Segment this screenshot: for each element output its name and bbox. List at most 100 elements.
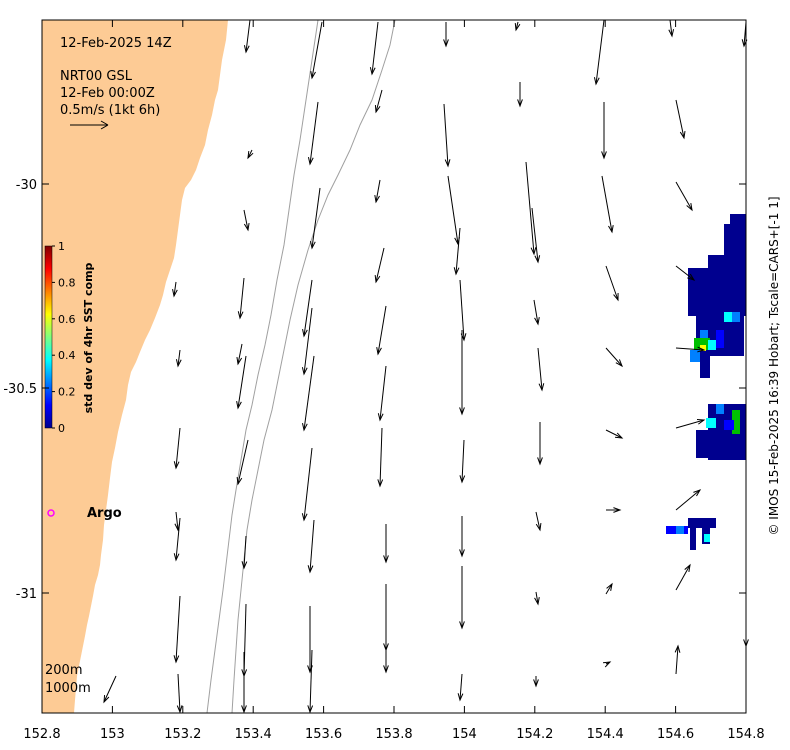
current-vector-head [697, 346, 706, 353]
sst-pixel [716, 404, 724, 414]
current-vector-head [696, 419, 706, 425]
current-vector-head [369, 67, 376, 76]
x-tick-label: 153.2 [164, 727, 201, 742]
current-vector-head [173, 461, 180, 470]
current-vector-head [236, 476, 243, 486]
y-tick-label: -31 [16, 587, 37, 602]
current-vector [459, 279, 465, 341]
current-vector [375, 89, 383, 113]
current-vector [247, 149, 253, 159]
colorbar-tick-label: 1 [58, 240, 65, 253]
current-vectors [103, 19, 749, 714]
current-vector [303, 307, 313, 375]
current-vector-head [538, 383, 545, 392]
sst-pixel [716, 330, 724, 340]
current-vector-head [236, 401, 242, 410]
current-vector-head [374, 274, 381, 284]
current-vector [237, 439, 249, 485]
current-vector-head [613, 292, 619, 302]
current-vector-head [614, 432, 624, 439]
current-vector-head [301, 513, 308, 522]
current-vector [447, 175, 459, 245]
current-vector [303, 447, 313, 521]
sst-pixel [708, 340, 716, 350]
current-vector [175, 427, 181, 469]
current-vector-head [301, 367, 308, 376]
current-vector-head [243, 45, 250, 54]
date-title: 12-Feb-2025 14Z [60, 36, 172, 51]
current-vector [175, 517, 181, 561]
current-vector-head [243, 223, 250, 232]
current-vector [311, 187, 321, 249]
colorbar-tick-label: 0.2 [58, 386, 76, 399]
current-vector [675, 347, 705, 351]
current-vector-head [459, 549, 465, 558]
colorbar-tick-label: 0.6 [58, 313, 76, 326]
current-vector [239, 277, 245, 319]
colorbar-label: std dev of 4hr SST comp [82, 262, 95, 413]
current-vector-head [307, 157, 314, 166]
current-vector [173, 281, 177, 297]
colorbar: 0 0.2 0.4 0.6 0.8 1 [44, 240, 76, 435]
current-vector-head [377, 479, 384, 488]
scale-arrow [70, 120, 109, 130]
isobath-label-200m: 200m [45, 663, 82, 678]
current-vector [245, 19, 251, 53]
credit-text: © IMOS 15-Feb-2025 16:39 Hobart; Tscale=… [767, 196, 781, 535]
sst-pixel [696, 430, 708, 458]
current-vector-head [459, 407, 465, 416]
current-vector [535, 511, 541, 531]
current-vector [243, 209, 249, 231]
current-vector-head [606, 582, 613, 591]
sst-pixel [732, 410, 740, 434]
current-vector-head [602, 661, 612, 668]
sst-pixel [708, 404, 746, 460]
current-vector [595, 19, 605, 85]
current-vector-head [457, 693, 464, 702]
current-vector [675, 419, 705, 429]
current-vector [675, 181, 693, 211]
colorbar-tick-label: 0.8 [58, 276, 76, 289]
current-vector [103, 675, 117, 703]
current-vector [443, 103, 449, 167]
current-vector [605, 347, 623, 367]
current-vector [675, 564, 691, 591]
current-vector [177, 673, 181, 713]
current-vector [459, 673, 463, 701]
sst-pixel [688, 268, 746, 296]
isobath-200m [206, 19, 319, 714]
current-vector-head [247, 150, 254, 160]
current-vector [525, 161, 535, 255]
current-vector [311, 21, 323, 79]
current-vector [675, 489, 701, 511]
current-vector-head [374, 104, 381, 114]
sst-pixel [700, 356, 710, 378]
argo-float-marker [47, 509, 55, 517]
isobath-label-1000m: 1000m [45, 681, 91, 696]
current-vector [303, 279, 313, 337]
current-vector-head [459, 621, 465, 630]
sst-pixel [706, 418, 716, 428]
y-tick-label: -30.5 [3, 382, 37, 397]
current-vector-head [613, 507, 622, 513]
current-vector-head [176, 705, 183, 714]
y-axis: -30 -30.5 -31 [3, 178, 746, 602]
current-vector-head [514, 22, 521, 32]
sst-pixel [704, 534, 710, 542]
current-vector-head [533, 679, 539, 688]
current-vector-head [444, 159, 451, 168]
current-vector-head [601, 151, 607, 160]
current-vector [533, 299, 539, 325]
current-vector [175, 511, 179, 531]
current-vector-head [172, 289, 178, 298]
sst-pixels [666, 214, 746, 550]
current-vector [455, 227, 461, 275]
current-vector-head [241, 705, 247, 714]
current-vector-head [686, 203, 693, 212]
sst-pixel [732, 312, 740, 322]
current-vector-head [593, 77, 600, 86]
current-vector-head [534, 317, 540, 326]
x-tick-label: 154 [452, 727, 477, 742]
product-time: 12-Feb 00:00Z [60, 86, 155, 101]
current-vector-head [679, 130, 686, 140]
